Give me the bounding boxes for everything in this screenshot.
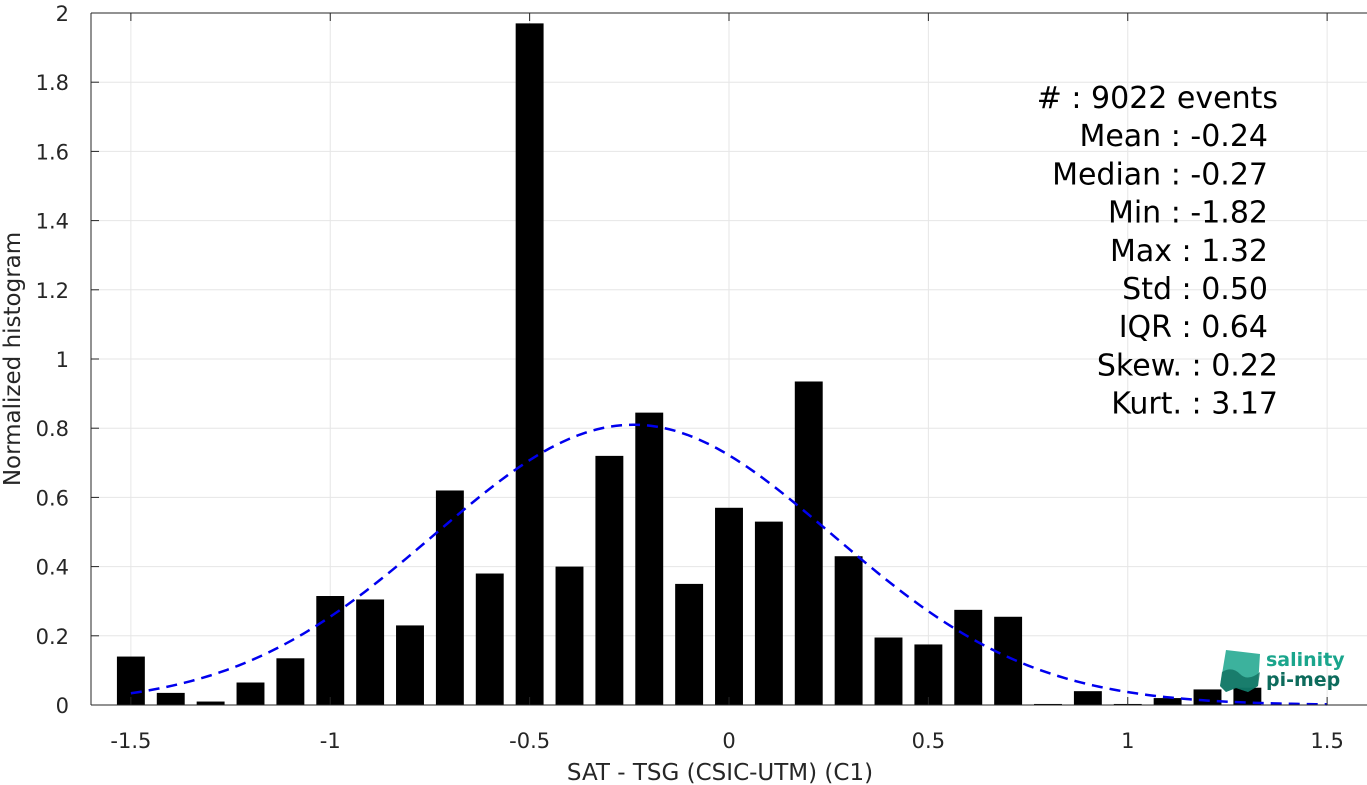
stat-line: Min : -1.82: [1108, 196, 1268, 231]
stat-line: Skew. : 0.22: [1097, 348, 1278, 383]
histogram-bar: [874, 637, 903, 705]
stat-line: # : 9022 events: [1037, 81, 1278, 116]
y-tick-label: 0: [56, 694, 69, 718]
y-tick-label: 1: [56, 348, 69, 372]
histogram-bar: [316, 596, 345, 705]
stat-line: Kurt. : 3.17: [1111, 387, 1278, 422]
x-tick-label: -1: [320, 729, 341, 753]
histogram-bar: [555, 566, 584, 705]
logo-line1: salinity: [1266, 649, 1345, 671]
histogram-bar: [675, 583, 704, 705]
y-tick-label: 1.2: [36, 279, 69, 303]
histogram-bar: [435, 490, 464, 705]
y-tick-label: 0.2: [36, 625, 69, 649]
histogram-bar: [1233, 687, 1262, 705]
stat-line: Mean : -0.24: [1079, 119, 1268, 154]
y-tick-label: 1.6: [36, 140, 69, 164]
histogram-bar: [595, 455, 624, 705]
stat-line: Std : 0.50: [1122, 272, 1268, 307]
histogram-bar: [794, 381, 823, 705]
x-tick-label: 0.5: [912, 729, 945, 753]
histogram-bar: [475, 573, 504, 705]
y-tick-labels: 0 0.2 0.4 0.6 0.8 1 1.2 1.4 1.6 1.8 2: [36, 2, 69, 718]
x-tick-labels: -1.5 -1 -0.5 0 0.5 1 1.5: [110, 729, 1343, 753]
histogram-bar: [635, 412, 664, 705]
logo-wave-shade: [1220, 669, 1260, 692]
y-axis-label: Normalized histogram: [0, 232, 26, 486]
logo-line2: pi-mep: [1266, 669, 1340, 691]
histogram-bar: [1153, 698, 1182, 705]
salinity-pi-mep-logo: salinity pi-mep: [1220, 649, 1345, 692]
y-tick-label: 1.4: [36, 210, 69, 234]
x-tick-label: 1.5: [1310, 729, 1343, 753]
y-tick-label: 0.6: [36, 486, 69, 510]
y-tick-label: 0.8: [36, 417, 69, 441]
y-tick-label: 1.8: [36, 71, 69, 95]
stat-line: IQR : 0.64: [1119, 310, 1268, 345]
y-tick-label: 2: [56, 2, 69, 26]
histogram-bar: [994, 616, 1023, 705]
y-tick-label: 0.4: [36, 556, 69, 580]
histogram-bar: [914, 644, 943, 705]
histogram-bar: [356, 599, 385, 705]
gaussian-fit-line: [130, 423, 1328, 706]
stat-line: Max : 1.32: [1110, 234, 1268, 269]
stat-line: Median : -0.27: [1052, 157, 1268, 192]
axes: [90, 12, 1367, 706]
histogram-bar: [954, 609, 983, 705]
histogram-bar: [754, 521, 783, 705]
histogram-bar: [715, 507, 743, 705]
histogram-bar: [236, 682, 265, 705]
histogram-bar: [116, 656, 145, 705]
histogram-bar: [1073, 691, 1102, 705]
x-tick-label: 1: [1121, 729, 1134, 753]
x-axis-label: SAT - TSG (CSIC-UTM) (C1): [567, 760, 873, 785]
histogram-bar: [276, 658, 305, 705]
x-tick-label: -0.5: [509, 729, 550, 753]
x-tick-label: 0: [722, 729, 735, 753]
histogram-bar: [156, 692, 185, 705]
histogram-bar: [515, 23, 544, 705]
histogram-bar: [196, 701, 225, 705]
histogram-bars: [116, 23, 1262, 705]
x-tick-label: -1.5: [110, 729, 151, 753]
histogram-bar: [1193, 689, 1222, 705]
histogram-bar: [834, 556, 863, 705]
histogram-bar: [396, 625, 424, 705]
histogram-bar: [1034, 703, 1062, 705]
